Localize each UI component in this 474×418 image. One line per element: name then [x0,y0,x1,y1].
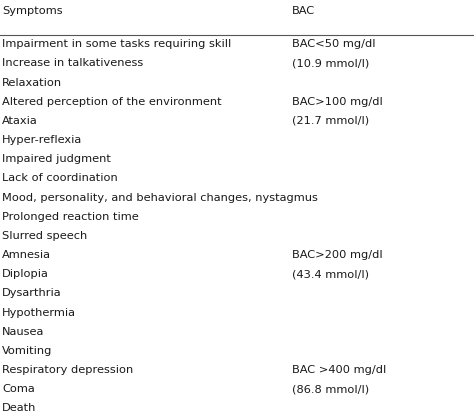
Text: Prolonged reaction time: Prolonged reaction time [2,212,139,222]
Text: Symptoms: Symptoms [2,6,63,16]
Text: (86.8 mmol/l): (86.8 mmol/l) [292,384,369,394]
Text: Death: Death [2,403,37,413]
Text: Altered perception of the environment: Altered perception of the environment [2,97,222,107]
Text: Vomiting: Vomiting [2,346,53,356]
Text: (43.4 mmol/l): (43.4 mmol/l) [292,269,368,279]
Text: BAC<50 mg/dl: BAC<50 mg/dl [292,39,375,49]
Text: Amnesia: Amnesia [2,250,51,260]
Text: Ataxia: Ataxia [2,116,38,126]
Text: Impairment in some tasks requiring skill: Impairment in some tasks requiring skill [2,39,232,49]
Text: Diplopia: Diplopia [2,269,49,279]
Text: Nausea: Nausea [2,327,45,337]
Text: BAC: BAC [292,6,315,16]
Text: BAC>200 mg/dl: BAC>200 mg/dl [292,250,382,260]
Text: (10.9 mmol/l): (10.9 mmol/l) [292,59,369,69]
Text: BAC >400 mg/dl: BAC >400 mg/dl [292,365,386,375]
Text: Coma: Coma [2,384,35,394]
Text: Dysarthria: Dysarthria [2,288,62,298]
Text: Mood, personality, and behavioral changes, nystagmus: Mood, personality, and behavioral change… [2,193,318,203]
Text: Slurred speech: Slurred speech [2,231,88,241]
Text: Impaired judgment: Impaired judgment [2,154,111,164]
Text: BAC>100 mg/dl: BAC>100 mg/dl [292,97,382,107]
Text: Increase in talkativeness: Increase in talkativeness [2,59,144,69]
Text: Hyper-reflexia: Hyper-reflexia [2,135,82,145]
Text: Hypothermia: Hypothermia [2,308,76,318]
Text: Lack of coordination: Lack of coordination [2,173,118,184]
Text: Relaxation: Relaxation [2,78,63,88]
Text: Respiratory depression: Respiratory depression [2,365,134,375]
Text: (21.7 mmol/l): (21.7 mmol/l) [292,116,369,126]
